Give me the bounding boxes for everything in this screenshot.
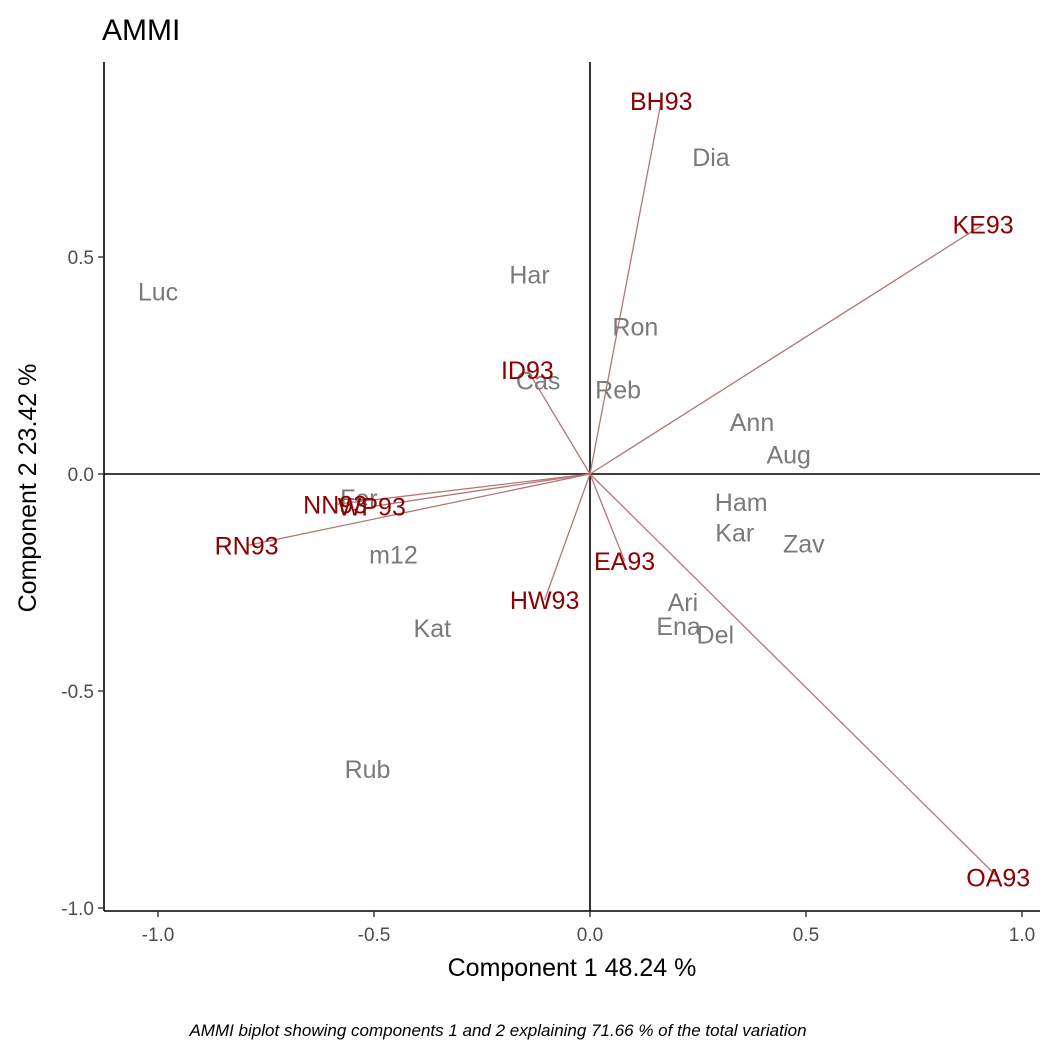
genotype-label-ena: Ena: [656, 613, 701, 641]
plot-area: -1.0 -0.5 0.0 0.5 1.0 -1.0 -0.5 0.0 0.5 Luc Har Dia…: [61, 62, 1040, 946]
chart-title: AMMI: [102, 14, 180, 47]
y-tick-label: 0.5: [68, 248, 94, 269]
y-tick-label: -0.5: [61, 682, 94, 703]
environment-label-wp93: WP93: [338, 494, 406, 522]
genotype-label-zav: Zav: [783, 530, 825, 558]
genotype-label-luc: Luc: [138, 279, 178, 307]
env-arrow-nn93: [335, 473, 591, 506]
environment-label-rn93: RN93: [215, 533, 279, 561]
genotype-label-kar: Kar: [715, 520, 754, 548]
genotype-label-reb: Reb: [595, 376, 641, 404]
genotype-label-har: Har: [509, 261, 549, 289]
environment-label-ea93: EA93: [594, 548, 655, 576]
genotype-label-ann: Ann: [730, 409, 774, 437]
env-arrow-hw93: [544, 473, 591, 601]
environment-label-bh93: BH93: [630, 88, 693, 116]
env-arrow-oa93: [589, 473, 999, 879]
genotype-label-kat: Kat: [414, 615, 452, 643]
genotype-label-cas: Cas: [516, 368, 560, 396]
genotype-label-ron: Ron: [612, 313, 658, 341]
x-axis-title: Component 1 48.24 %: [448, 954, 697, 982]
env-arrow-wp93: [371, 473, 591, 508]
genotype-label-m12: m12: [369, 541, 418, 569]
y-axis-title: Component 2 23.42 %: [14, 364, 42, 613]
genotype-label-aug: Aug: [766, 441, 810, 469]
x-tick-label: 0.5: [793, 925, 819, 946]
env-arrow-ea93: [589, 473, 626, 562]
environment-label-id93: ID93: [501, 357, 554, 385]
environment-label-nn93: NN93: [303, 491, 367, 519]
y-tick-label: -1.0: [61, 899, 94, 920]
env-arrow-ke93: [589, 223, 984, 475]
x-tick-label: 0.0: [577, 925, 603, 946]
genotype-label-fer: Fer: [340, 485, 378, 513]
chart-caption: AMMI biplot showing components 1 and 2 e…: [188, 1021, 806, 1040]
genotype-label-del: Del: [697, 622, 735, 650]
environment-label-ke93: KE93: [953, 211, 1014, 239]
genotype-label-dia: Dia: [692, 144, 730, 172]
env-arrow-bh93: [589, 100, 662, 475]
genotype-label-ari: Ari: [668, 589, 699, 617]
y-tick-label: 0.0: [68, 465, 94, 486]
env-arrow-rn93: [246, 473, 591, 547]
x-tick-label: -0.5: [358, 925, 391, 946]
environment-label-oa93: OA93: [966, 865, 1030, 893]
x-tick-label: -1.0: [142, 925, 175, 946]
genotype-label-ham: Ham: [715, 489, 768, 517]
x-tick-label: 1.0: [1009, 925, 1035, 946]
env-arrow-id93: [526, 369, 591, 475]
genotype-label-rub: Rub: [345, 756, 391, 784]
environment-label-hw93: HW93: [510, 587, 579, 615]
